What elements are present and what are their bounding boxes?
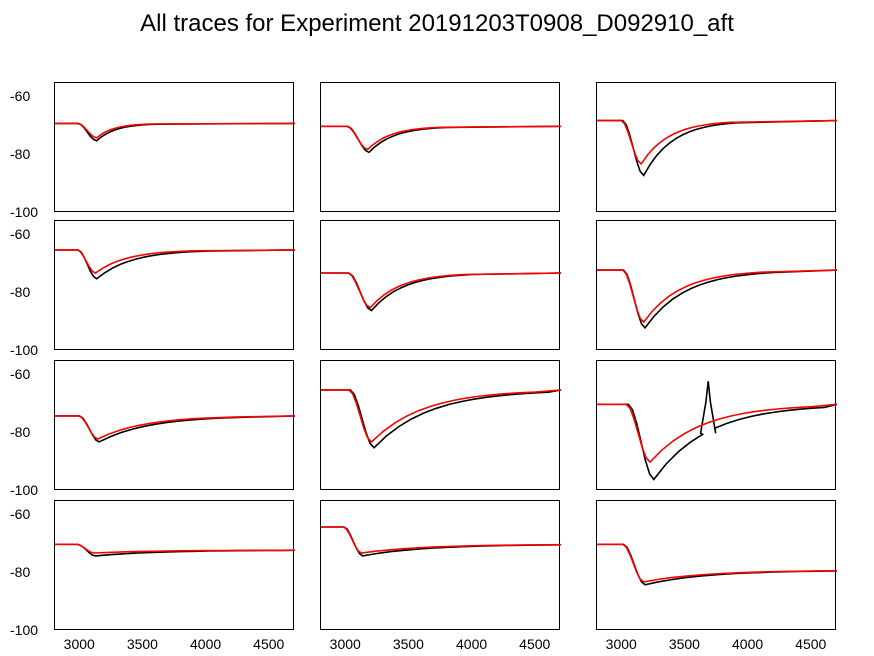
panel-svg-9 [55,501,295,631]
panel-7 [320,360,560,490]
trace-black [597,270,837,328]
ytick-label: -80 [10,146,30,162]
xtick-label: 3500 [669,636,700,652]
panel-8 [596,360,836,490]
ytick-label: -100 [10,204,38,220]
trace-black [55,123,295,140]
ytick-label: -60 [10,366,30,382]
trace-black [321,390,561,448]
panel-svg-1 [321,83,561,213]
ytick-label: -100 [10,622,38,638]
figure-title: All traces for Experiment 20191203T0908_… [0,10,874,38]
xtick-label: 3500 [127,636,158,652]
xtick-label: 4000 [190,636,221,652]
panel-svg-6 [55,361,295,491]
panel-svg-8 [597,361,837,491]
panel-2 [596,82,836,212]
trace-black [321,273,561,311]
panel-svg-0 [55,83,295,213]
trace-red [321,527,561,553]
panel-4 [320,220,560,350]
ytick-label: -60 [10,88,30,104]
panel-9 [54,500,294,630]
xtick-label: 4000 [732,636,763,652]
xtick-label: 3500 [393,636,424,652]
panel-0 [54,82,294,212]
trace-red [55,416,295,439]
trace-black [55,250,295,279]
panel-3 [54,220,294,350]
panel-svg-3 [55,221,295,351]
panel-svg-2 [597,83,837,213]
ytick-label: -100 [10,482,38,498]
panel-svg-10 [321,501,561,631]
trace-red [597,270,837,322]
xtick-label: 3000 [606,636,637,652]
trace-red [55,123,295,137]
ytick-label: -80 [10,284,30,300]
panel-10 [320,500,560,630]
figure: All traces for Experiment 20191203T0908_… [0,0,874,656]
trace-red [321,273,561,308]
trace-red [321,126,561,149]
trace-black [597,381,837,479]
panel-grid: -100 -80 -60 -100 -80 -60 -100 -80 -60 -100 -80 -60… [0,60,874,656]
panel-6 [54,360,294,490]
ytick-label: -60 [10,226,30,242]
panel-svg-7 [321,361,561,491]
panel-svg-11 [597,501,837,631]
xtick-label: 4500 [253,636,284,652]
xtick-label: 4500 [519,636,550,652]
panel-1 [320,82,560,212]
ytick-label: -100 [10,342,38,358]
panel-svg-4 [321,221,561,351]
trace-black [321,126,561,152]
panel-svg-5 [597,221,837,351]
trace-black [321,527,561,556]
xtick-label: 3000 [64,636,95,652]
panel-11 [596,500,836,630]
ytick-label: -60 [10,506,30,522]
ytick-label: -80 [10,424,30,440]
xtick-label: 3000 [330,636,361,652]
ytick-label: -80 [10,564,30,580]
xtick-label: 4500 [795,636,826,652]
trace-red [597,544,837,582]
xtick-label: 4000 [456,636,487,652]
panel-5 [596,220,836,350]
trace-red [321,390,561,442]
trace-red [597,121,837,164]
